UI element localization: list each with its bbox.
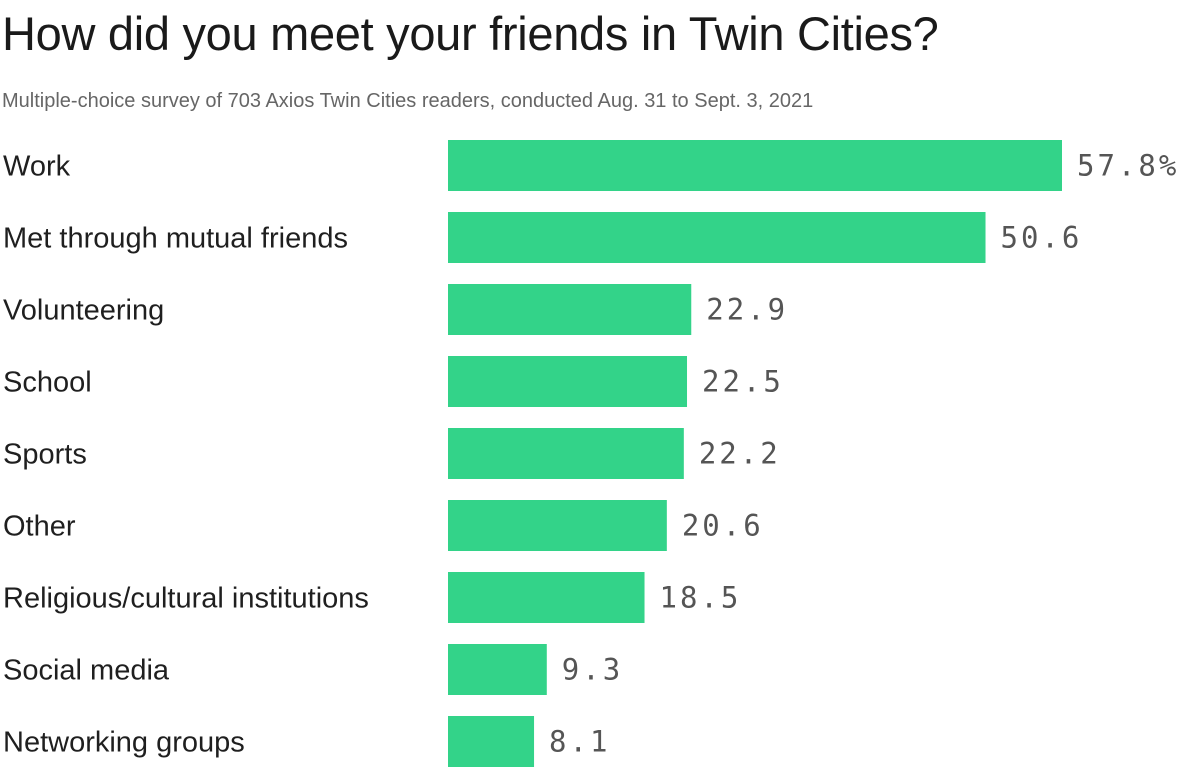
category-label: Work bbox=[3, 151, 71, 183]
value-label: 18.5 bbox=[660, 581, 742, 615]
category-label: Social media bbox=[3, 655, 170, 687]
category-label: Other bbox=[3, 511, 76, 543]
value-label: 22.9 bbox=[706, 293, 788, 327]
bar bbox=[448, 428, 684, 479]
bar-row: Social media 9.3 bbox=[3, 644, 623, 695]
bar-row: Work 57.8% bbox=[3, 140, 1179, 191]
bar bbox=[448, 284, 692, 335]
value-label: 22.2 bbox=[699, 437, 781, 471]
bar-row: Networking groups 8.1 bbox=[3, 716, 610, 767]
value-label: 9.3 bbox=[562, 653, 623, 687]
bar-row: Met through mutual friends 50.6 bbox=[3, 212, 1083, 263]
chart-title: How did you meet your friends in Twin Ci… bbox=[2, 7, 939, 60]
bar bbox=[448, 644, 547, 695]
category-label: Met through mutual friends bbox=[3, 223, 348, 255]
value-label: 57.8% bbox=[1077, 149, 1179, 183]
category-label: Sports bbox=[3, 439, 87, 471]
bar bbox=[448, 500, 667, 551]
category-label: School bbox=[3, 367, 92, 399]
bar-row: Religious/cultural institutions 18.5 bbox=[3, 572, 742, 623]
bar bbox=[448, 212, 986, 263]
bar bbox=[448, 140, 1062, 191]
value-label: 50.6 bbox=[1001, 221, 1083, 255]
category-label: Religious/cultural institutions bbox=[3, 583, 369, 615]
bar-row: Sports 22.2 bbox=[3, 428, 781, 479]
bar bbox=[448, 716, 535, 767]
bar bbox=[448, 572, 645, 623]
value-label: 22.5 bbox=[702, 365, 784, 399]
value-label: 8.1 bbox=[549, 725, 610, 759]
chart-subtitle: Multiple-choice survey of 703 Axios Twin… bbox=[2, 90, 814, 112]
bar-row: Volunteering 22.9 bbox=[3, 284, 788, 335]
bar-row: Other 20.6 bbox=[3, 500, 764, 551]
category-label: Volunteering bbox=[3, 295, 164, 327]
bar bbox=[448, 356, 688, 407]
category-label: Networking groups bbox=[3, 727, 245, 759]
value-label: 20.6 bbox=[682, 509, 764, 543]
bar-row: School 22.5 bbox=[3, 356, 784, 407]
